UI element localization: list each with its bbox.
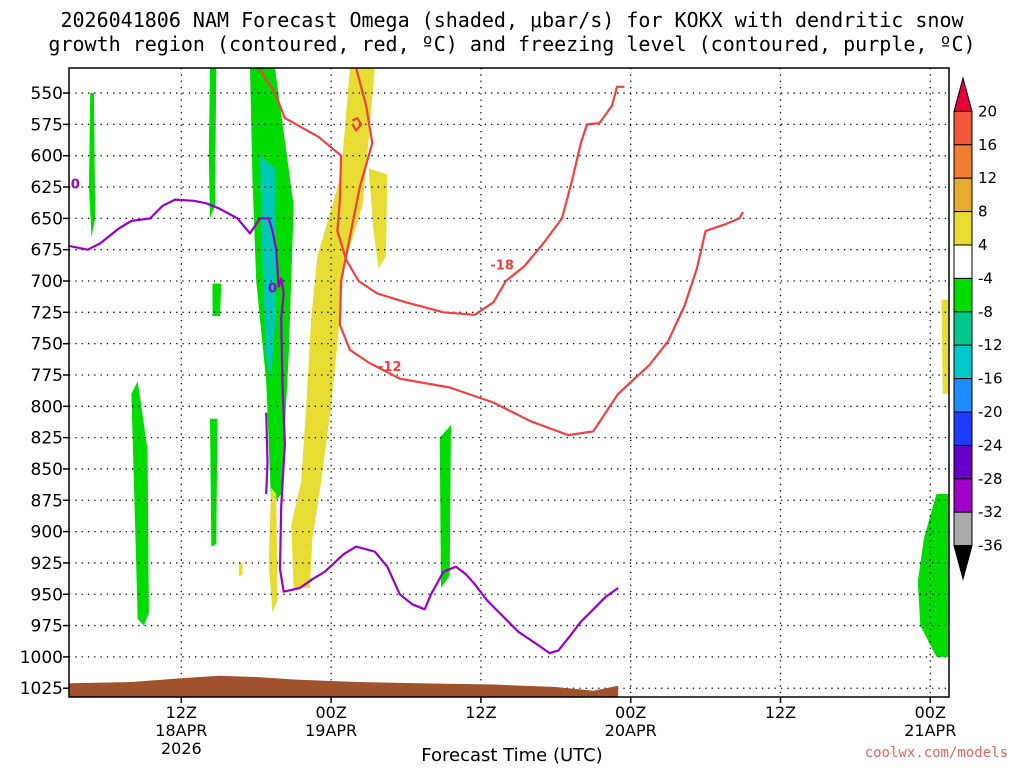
y-tick-label: 900 xyxy=(31,523,63,543)
omega-region-green xyxy=(439,425,451,588)
colorbar-segment xyxy=(953,311,973,346)
terrain xyxy=(69,675,619,697)
omega-region-green xyxy=(917,494,949,657)
x-tick-sublabel: 18APR xyxy=(155,721,207,740)
y-tick-label: 925 xyxy=(31,554,63,574)
dgz-contour-label: -12 xyxy=(378,360,402,375)
y-tick-label: 650 xyxy=(31,209,63,229)
colorbar-segment xyxy=(953,110,973,146)
omega-region-green xyxy=(208,68,217,219)
x-tick-label: 00Z xyxy=(615,703,646,722)
y-tick-label: 975 xyxy=(31,617,63,637)
colorbar-segment xyxy=(953,378,973,413)
x-tick-sublabel: 21APR xyxy=(904,721,956,740)
colorbar-segment xyxy=(953,177,973,213)
colorbar-label: -12 xyxy=(978,336,1003,354)
dgz-contour-label: -18 xyxy=(490,259,514,274)
omega-region-green xyxy=(210,418,218,547)
colorbar-label: 8 xyxy=(978,203,988,221)
colorbar-label: -8 xyxy=(978,303,993,321)
y-tick-label: 1025 xyxy=(20,679,63,699)
y-tick-label: 850 xyxy=(31,460,63,480)
x-tick-label: 12Z xyxy=(166,703,197,722)
freezing-level-contour xyxy=(265,412,269,495)
colorbar-segment xyxy=(953,144,973,179)
colorbar-label: 20 xyxy=(978,102,997,120)
colorbar-arrow-top xyxy=(953,76,973,112)
colorbar-segment xyxy=(953,444,973,480)
colorbar-label: 16 xyxy=(978,136,997,154)
y-tick-label: 750 xyxy=(31,335,63,355)
x-tick-sublabel: 2026 xyxy=(161,739,202,758)
y-tick-label: 600 xyxy=(31,147,63,167)
y-tick-label: 575 xyxy=(31,115,63,135)
colorbar-segment xyxy=(953,411,973,446)
freezing-level-contour-label: 0 xyxy=(268,281,277,296)
colorbar-label: 12 xyxy=(978,169,997,187)
dgz-contour xyxy=(351,117,363,132)
colorbar-segment xyxy=(953,478,973,513)
y-tick-label: 1000 xyxy=(20,648,63,668)
x-tick-label: 00Z xyxy=(315,703,346,722)
y-tick-label: 875 xyxy=(31,491,63,511)
colorbar-segment xyxy=(953,344,973,380)
colorbar-label: 4 xyxy=(978,236,988,254)
colorbar-label: -28 xyxy=(978,470,1003,488)
omega-region-teal xyxy=(260,155,277,382)
colorbar-segment xyxy=(953,244,973,279)
x-tick-label: 12Z xyxy=(765,703,796,722)
y-tick-label: 700 xyxy=(31,272,63,292)
colorbar-segment xyxy=(953,277,973,313)
omega-region-yellow xyxy=(941,299,949,394)
x-tick-sublabel: 20APR xyxy=(605,721,657,740)
freezing-level-contour-label: 0 xyxy=(71,177,80,192)
chart-title-line2: growth region (contoured, red, ºC) and f… xyxy=(48,32,976,56)
y-tick-label: 725 xyxy=(31,303,63,323)
y-tick-label: 625 xyxy=(31,178,63,198)
omega-region-yellow xyxy=(291,68,375,588)
freezing-level-contour xyxy=(69,198,280,288)
y-tick-label: 675 xyxy=(31,241,63,261)
dgz-contour xyxy=(338,68,744,437)
dgz-contour xyxy=(257,68,625,316)
omega-region-yellow xyxy=(238,562,243,576)
colorbar-label: -36 xyxy=(978,537,1003,555)
freezing-level-contour xyxy=(277,277,619,655)
x-tick-label: 12Z xyxy=(465,703,496,722)
x-axis-label: Forecast Time (UTC) xyxy=(421,745,603,766)
y-tick-label: 550 xyxy=(31,84,63,104)
omega-region-yellow xyxy=(268,487,278,613)
colorbar-label: -32 xyxy=(978,503,1003,521)
plot-area: -12 -18 0 0 xyxy=(69,68,949,697)
omega-region-green xyxy=(212,283,222,317)
y-tick-label: 825 xyxy=(31,429,63,449)
y-tick-label: 800 xyxy=(31,397,63,417)
omega-region-green xyxy=(131,381,149,626)
credit-link[interactable]: coolwx.com/models xyxy=(864,745,1008,761)
colorbar-segment xyxy=(953,211,973,246)
omega-region-green xyxy=(89,93,96,238)
y-tick-label: 950 xyxy=(31,585,63,605)
colorbar-label: -4 xyxy=(978,269,993,287)
chart-title-line1: 2026041806 NAM Forecast Omega (shaded, μ… xyxy=(60,8,964,32)
colorbar-arrow-bottom xyxy=(953,545,973,581)
colorbar-label: -16 xyxy=(978,370,1003,388)
colorbar-segment xyxy=(953,511,973,547)
colorbar-label: -20 xyxy=(978,403,1003,421)
colorbar-label: -24 xyxy=(978,436,1003,454)
x-tick-label: 00Z xyxy=(915,703,946,722)
plot-frame xyxy=(68,67,950,698)
x-tick-sublabel: 19APR xyxy=(305,721,357,740)
y-tick-label: 775 xyxy=(31,366,63,386)
